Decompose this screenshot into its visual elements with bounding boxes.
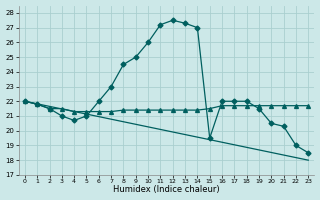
X-axis label: Humidex (Indice chaleur): Humidex (Indice chaleur) bbox=[113, 185, 220, 194]
